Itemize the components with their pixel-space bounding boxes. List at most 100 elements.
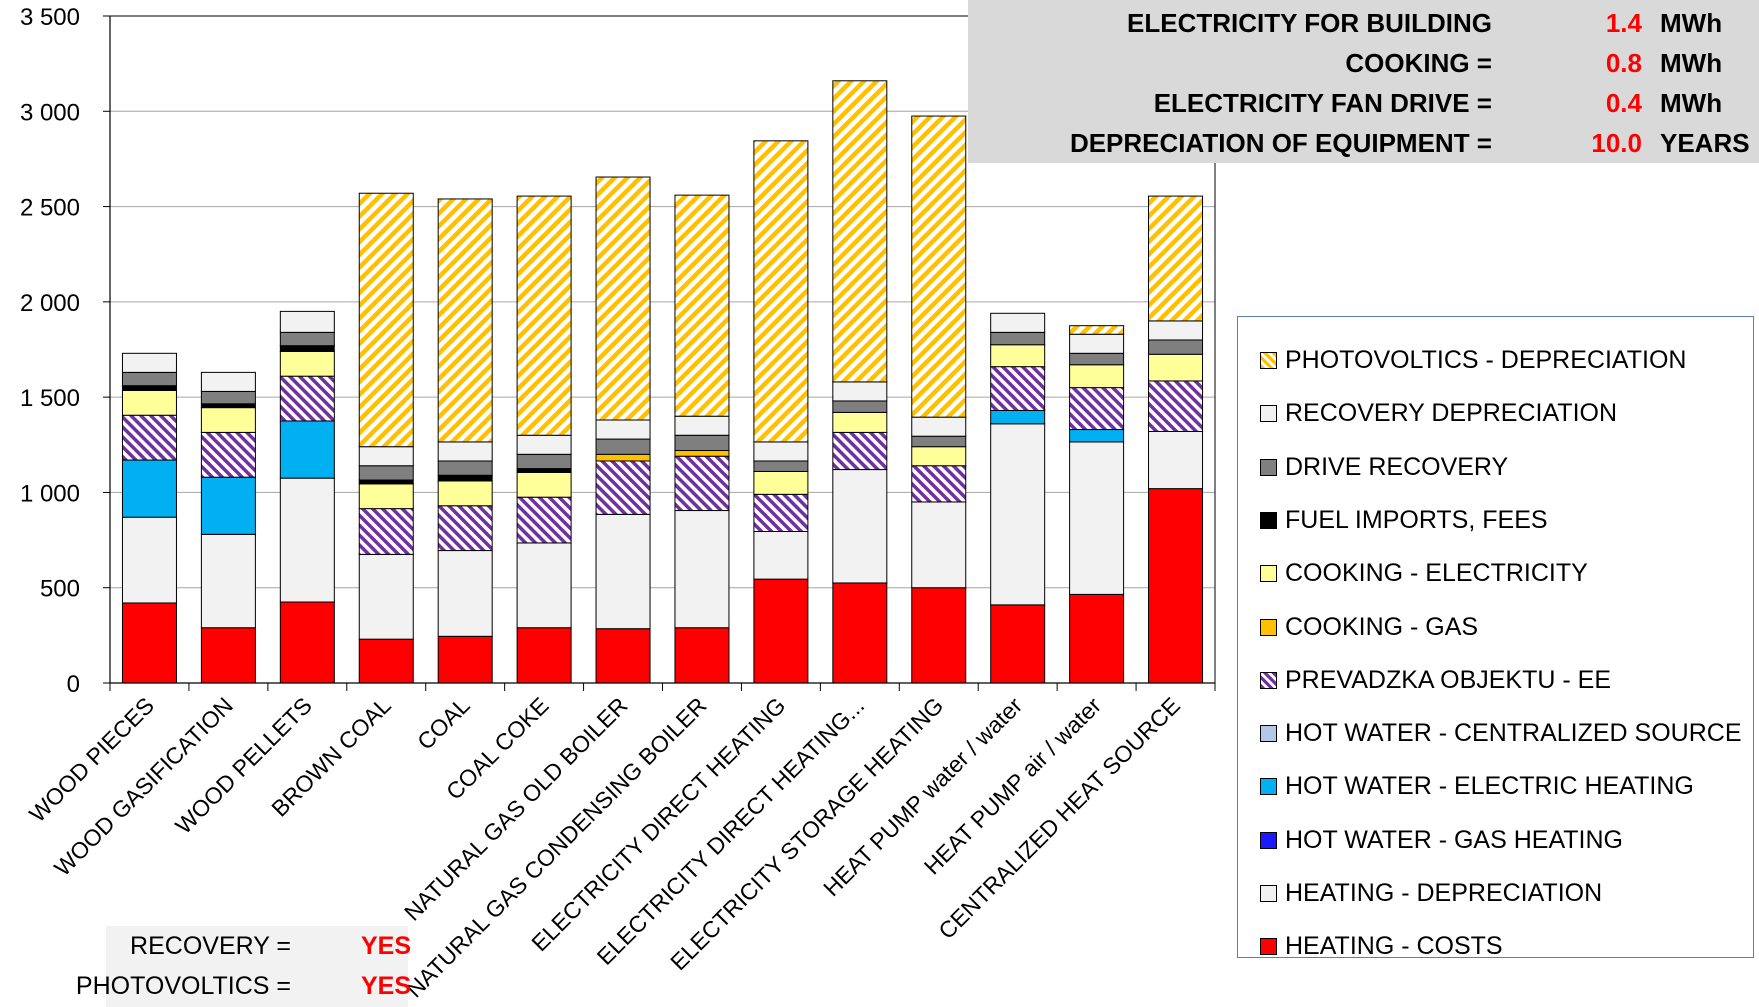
bar-segment	[674, 455, 730, 512]
bar-segment	[753, 460, 809, 472]
legend-label: PHOTOVOLTICS - DEPRECIATION	[1285, 346, 1687, 374]
bar-segment	[437, 460, 493, 476]
bar-segment	[990, 423, 1046, 606]
bar-segment	[279, 331, 335, 347]
bar-segment	[911, 465, 967, 503]
info-value: 0.8	[1605, 48, 1642, 78]
legend-label: HOT WATER - ELECTRIC HEATING	[1285, 772, 1694, 801]
bar-segment	[1069, 593, 1125, 684]
bar-segment	[990, 331, 1046, 346]
y-tick-label: 3 500	[20, 4, 80, 31]
bar-segment	[121, 385, 177, 391]
bar-segment	[121, 602, 177, 684]
bar-segment	[516, 471, 572, 498]
bar-segment	[1148, 353, 1204, 382]
bar-segment	[990, 409, 1046, 425]
bar-segment	[516, 453, 572, 470]
bar-segment	[753, 493, 809, 532]
legend-label: COOKING - ELECTRICITY	[1285, 559, 1588, 588]
bars	[121, 80, 1204, 684]
info-row-fan-drive: ELECTRICITY FAN DRIVE = 0.4 MWh	[968, 83, 1759, 123]
legend-label: HOT WATER - CENTRALIZED SOURCE	[1285, 719, 1742, 748]
legend-swatch	[1260, 778, 1277, 796]
bar-segment	[832, 431, 888, 471]
bar-segment	[358, 465, 414, 481]
option-label: RECOVERY =	[130, 932, 291, 960]
bar-segment	[200, 533, 256, 629]
bar-segment	[674, 194, 730, 417]
bar-segment	[832, 80, 888, 383]
bar-segment	[121, 352, 177, 373]
x-tick-label: WOOD PELLETS	[170, 692, 317, 839]
bar-segment	[437, 441, 493, 462]
info-row-electricity-building: ELECTRICITY FOR BUILDING 1.4 MWh	[968, 3, 1759, 43]
chart-legend: PHOTOVOLTICS - DEPRECIATION RECOVERY DEPR…	[1237, 316, 1754, 960]
bar-segment	[358, 479, 414, 485]
bar-segment	[1069, 364, 1125, 389]
legend-swatch	[1260, 671, 1277, 689]
bar-segment	[516, 434, 572, 455]
option-row-photovoltics: PHOTOVOLTICS = YES	[76, 966, 412, 1006]
info-value: 0.4	[1605, 88, 1642, 118]
bar-segment	[1069, 333, 1125, 354]
bar-segment	[200, 476, 256, 535]
bar-segment	[279, 350, 335, 377]
bar-segment	[911, 416, 967, 437]
bar-segment	[595, 419, 651, 440]
bar-segment	[1148, 320, 1204, 341]
bar-segment	[1148, 430, 1204, 490]
bar-segment	[674, 415, 730, 436]
bar-segment	[437, 550, 493, 637]
bar-segment	[279, 420, 335, 479]
parameters-panel: ELECTRICITY FOR BUILDING 1.4 MWh COOKING…	[968, 0, 1759, 163]
option-value: YES	[361, 972, 412, 1000]
options-panel: RECOVERY = YES PHOTOVOLTICS = YES	[76, 926, 412, 1007]
bar-segment	[832, 469, 888, 584]
bar-segment	[1148, 339, 1204, 355]
info-label: ELECTRICITY FOR BUILDING	[1127, 8, 1492, 38]
bar-segment	[200, 431, 256, 478]
bar-segment	[437, 505, 493, 552]
bar-segment	[516, 195, 572, 436]
bar-segment	[595, 628, 651, 684]
bar-segment	[911, 446, 967, 467]
bar-segment	[200, 627, 256, 684]
bar-segment	[832, 582, 888, 684]
bar-segment	[200, 371, 256, 392]
bar-segment	[832, 411, 888, 433]
bar-segment	[358, 483, 414, 510]
option-label: PHOTOVOLTICS =	[75, 972, 291, 1000]
bar-segment	[753, 441, 809, 462]
info-label: DEPRECIATION OF EQUIPMENT =	[1069, 128, 1492, 158]
legend-swatch	[1260, 352, 1277, 369]
bar-segment	[1069, 429, 1125, 443]
bar-segment	[516, 496, 572, 544]
legend-label: HOT WATER - GAS HEATING	[1285, 825, 1623, 854]
info-unit: YEARS	[1660, 128, 1750, 158]
y-tick-label: 1 500	[20, 385, 80, 412]
bar-segment	[832, 400, 888, 413]
bar-segment	[121, 371, 177, 387]
bar-segment	[516, 542, 572, 629]
bar-segment	[1148, 195, 1204, 322]
bar-segment	[674, 510, 730, 629]
bar-segment	[437, 480, 493, 507]
info-value: 1.4	[1605, 8, 1642, 38]
bar-segment	[358, 638, 414, 684]
bar-segment	[990, 366, 1046, 411]
bar-segment	[1148, 488, 1204, 684]
legend-swatch	[1260, 831, 1277, 849]
bar-segment	[674, 450, 730, 457]
info-unit: MWh	[1660, 88, 1723, 118]
info-label: ELECTRICITY FAN DRIVE =	[1153, 88, 1492, 118]
bar-segment	[121, 414, 177, 461]
bar-segment	[279, 477, 335, 603]
bar-segment	[1069, 325, 1125, 335]
bar-segment	[279, 345, 335, 352]
bar-segment	[990, 344, 1046, 368]
legend-label: COOKING - GAS	[1285, 612, 1479, 641]
legend-swatch	[1260, 565, 1277, 583]
bar-segment	[753, 578, 809, 684]
legend-swatch	[1260, 511, 1277, 529]
